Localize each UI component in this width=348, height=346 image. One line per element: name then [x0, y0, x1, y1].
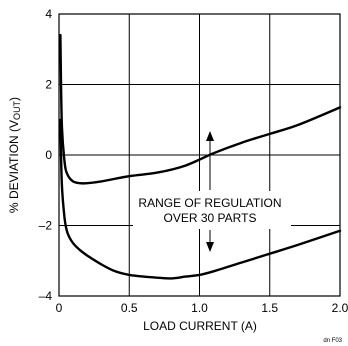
x-tick-label: 0.5: [121, 301, 138, 315]
y-tick-label: 2: [45, 78, 52, 92]
arrow-down-head: [206, 242, 214, 252]
lower-limit-curve: [59, 118, 342, 280]
y-axis-label: % DEVIATION (VOUT): [7, 97, 22, 213]
x-tick-label: 1.5: [261, 301, 278, 315]
y-axis-label-sub: OUT: [12, 100, 22, 120]
tick-labels: 0 0.5 1.0 1.5 2.0 –4 –2 0 2 4: [39, 7, 348, 315]
x-tick-label: 1.0: [191, 301, 208, 315]
y-tick-label: 4: [45, 7, 52, 21]
y-tick-label: 0: [45, 148, 52, 162]
upper-limit-curve: [59, 33, 342, 185]
figure-id: dn F03: [323, 338, 342, 344]
annotation-background: [133, 191, 291, 229]
curves: [59, 33, 342, 280]
annotation-line-1: RANGE OF REGULATION: [138, 196, 281, 210]
y-axis-label-close: ): [7, 97, 21, 101]
x-tick-label: 0: [56, 301, 63, 315]
x-axis-label: LOAD CURRENT (A): [143, 319, 257, 333]
grid: [58, 13, 341, 297]
y-tick-label: –4: [39, 289, 53, 303]
x-tick-label: 2.0: [332, 301, 348, 315]
arrow-up-head: [206, 131, 214, 141]
y-tick-label: –2: [39, 219, 53, 233]
y-axis-label-main: % DEVIATION (V: [7, 120, 21, 213]
annotation-line-2: OVER 30 PARTS: [164, 211, 257, 225]
plot-frame: [58, 13, 341, 297]
